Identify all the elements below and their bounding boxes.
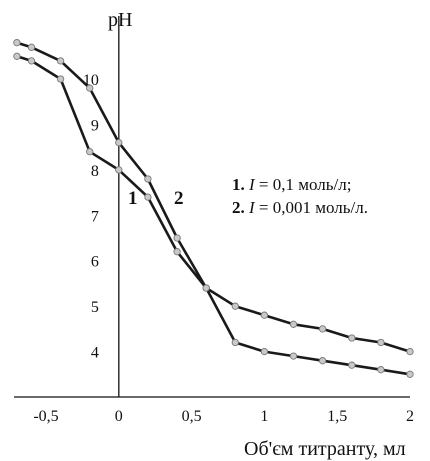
tick-labels: -0,5 0 0,5 1 1,5 2 4 5 6 7 8 9 10 [33,72,414,425]
y-axis-title: pH [108,9,132,31]
data-point-2-14 [406,347,414,356]
data-point-2-0 [13,39,21,47]
x-tick-label: 2 [406,408,414,425]
x-tick-label: 1 [260,408,268,425]
data-point-2-3 [86,84,94,92]
legend-entry-1: 1. I = 0,1 моль/л; [232,175,351,195]
data-point-1-12 [348,361,356,369]
data-point-1-10 [289,352,298,360]
y-tick-label: 10 [83,72,99,89]
data-point-1-9 [260,347,269,356]
data-point-2-2 [56,57,65,65]
data-point-1-2 [56,75,65,83]
legend-symbol-1: I [249,175,255,194]
data-point-1-6 [173,248,181,256]
legend-entry-2: 2. I = 0,001 моль/л. [232,198,368,218]
data-point-2-6 [173,234,181,242]
data-point-2-12 [348,334,356,342]
y-tick-label: 5 [91,299,99,316]
x-tick-label: 0 [115,408,123,425]
series-2 [13,39,414,356]
data-point-1-8 [231,338,239,347]
series-layer [13,39,414,378]
data-point-2-5 [144,175,152,183]
y-tick-label: 9 [91,118,99,135]
curve-label-1: 1 [128,188,138,209]
data-point-2-1 [27,43,36,51]
data-point-1-1 [27,57,36,65]
legend-text-2: = 0,001 моль/л. [254,198,368,217]
data-point-2-10 [289,320,298,328]
y-tick-label: 6 [91,254,99,271]
x-tick-label: 0,5 [182,408,202,425]
data-point-2-7 [202,284,210,292]
axes [14,16,410,398]
y-tick-label: 7 [91,208,99,225]
legend-number-1: 1. [232,175,245,194]
data-point-1-13 [377,366,385,374]
data-point-2-4 [115,138,123,147]
data-point-1-0 [13,52,21,60]
y-tick-label: 8 [91,163,99,180]
x-tick-label: 1,5 [327,408,347,425]
data-point-2-9 [260,311,269,319]
legend-text-1: = 0,1 моль/л; [254,175,352,194]
x-axis-title: Об'єм титранту, мл [244,438,406,460]
legend-symbol-2: I [249,198,255,217]
x-tick-label: -0,5 [33,408,58,425]
legend-number-2: 2. [232,198,245,217]
data-point-2-11 [318,325,327,333]
data-point-1-14 [406,370,414,378]
data-point-1-3 [86,148,94,156]
curve-label-2: 2 [174,188,184,209]
data-point-2-13 [377,338,385,347]
data-point-1-5 [144,193,152,201]
data-point-1-11 [318,357,327,365]
y-tick-label: 4 [91,345,99,362]
data-point-1-4 [115,166,123,174]
data-point-2-8 [231,302,239,310]
